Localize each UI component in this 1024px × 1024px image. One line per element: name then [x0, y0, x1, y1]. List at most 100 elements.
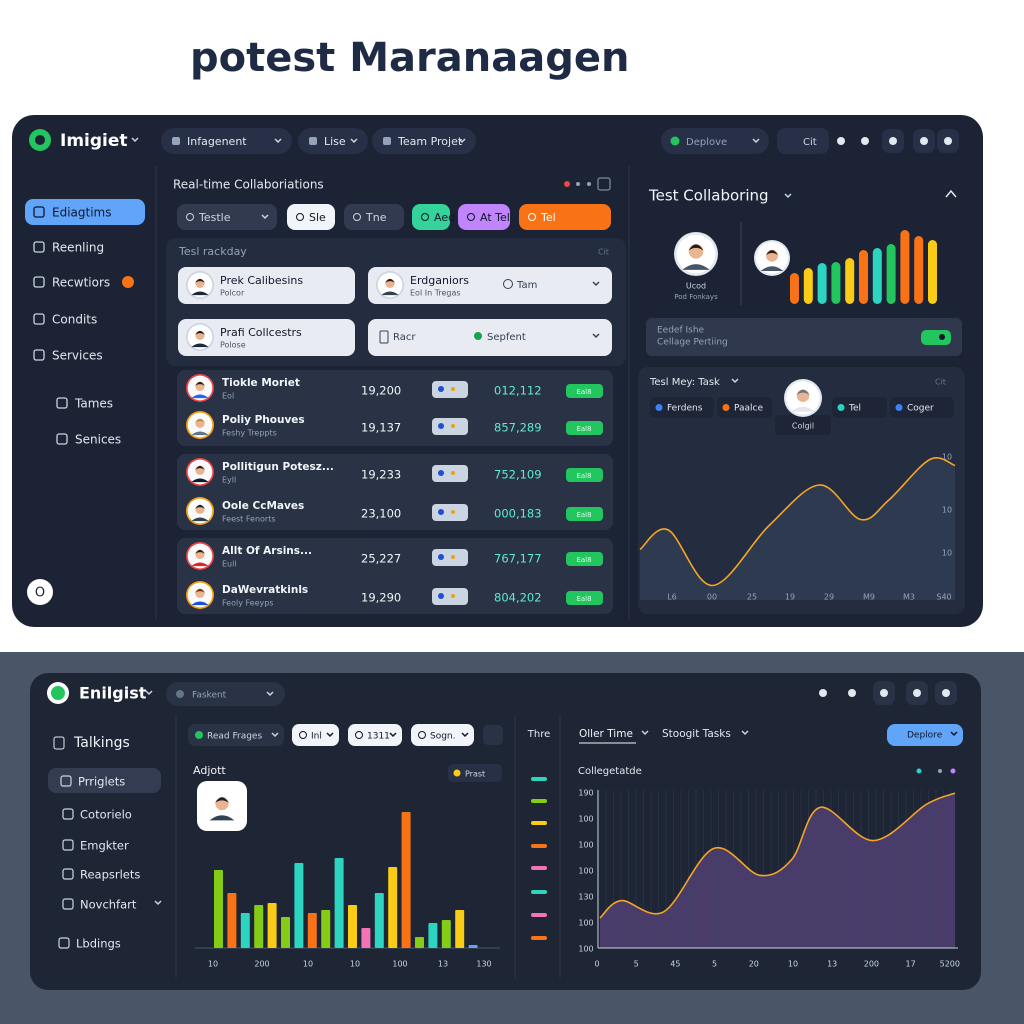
- sidebar-icon: [33, 313, 45, 325]
- status-pill[interactable]: [566, 384, 603, 398]
- member-card[interactable]: [178, 319, 355, 356]
- filter-chip[interactable]: [344, 204, 404, 230]
- status-dot: [670, 136, 680, 146]
- avatar-hair: [195, 465, 205, 470]
- filter-chip[interactable]: [292, 724, 339, 746]
- axis-label: 100: [578, 867, 593, 876]
- search-box[interactable]: [661, 128, 769, 154]
- icon: [587, 182, 591, 186]
- legend-swatch: [722, 404, 730, 411]
- icon: [944, 137, 952, 145]
- sidebar-item[interactable]: Reenling: [52, 241, 104, 255]
- chip-icon: [528, 213, 536, 221]
- nav-item: Lise: [324, 135, 346, 148]
- primary-button[interactable]: [887, 724, 963, 746]
- select-box[interactable]: [368, 319, 612, 356]
- sidebar-item[interactable]: Prriglets: [78, 775, 125, 789]
- chevron: [389, 732, 397, 738]
- icon-button[interactable]: [483, 725, 503, 745]
- nav-pill[interactable]: [161, 128, 292, 154]
- axis-label: 100: [578, 841, 593, 850]
- sidebar-item[interactable]: Reapsrlets: [80, 868, 140, 882]
- card-title: Adjott: [193, 764, 226, 777]
- badge-icon: [438, 423, 444, 429]
- sidebar-item[interactable]: Services: [52, 349, 103, 363]
- collapse[interactable]: [945, 189, 957, 198]
- action-button[interactable]: [777, 128, 829, 154]
- filter-chip[interactable]: [287, 204, 335, 230]
- count: 19,233: [361, 468, 401, 482]
- bar: [790, 273, 799, 304]
- avatar-shirt: [191, 517, 209, 522]
- note-text: Eedef Ishe: [657, 326, 705, 336]
- member-role: Feest Fenorts: [222, 515, 276, 524]
- user-avatar: [27, 579, 53, 605]
- status-pill[interactable]: [566, 507, 603, 521]
- toggle[interactable]: [921, 330, 951, 345]
- sidebar-active[interactable]: [25, 199, 145, 225]
- filter-chip[interactable]: [188, 724, 284, 746]
- axis-label: 10: [303, 960, 313, 969]
- legend-pill[interactable]: [650, 397, 714, 418]
- filter-chip[interactable]: [177, 204, 277, 230]
- sidebar-item[interactable]: Tames: [74, 397, 113, 411]
- legend-pill[interactable]: [890, 397, 954, 418]
- tab[interactable]: Stoogit Tasks: [662, 728, 731, 740]
- card-title: Tesl rackday: [178, 245, 247, 258]
- sidebar-item[interactable]: Condits: [52, 313, 97, 327]
- chevron: [266, 691, 274, 697]
- nav-pill[interactable]: [372, 128, 476, 154]
- trend-line: [639, 457, 956, 587]
- bar: [803, 268, 813, 304]
- assignee-badge: [432, 465, 468, 482]
- icon: [913, 689, 921, 697]
- amount: 804,202: [494, 591, 542, 605]
- tab[interactable]: Oller Time: [579, 728, 633, 740]
- sidebar-item[interactable]: Lbdings: [76, 937, 121, 951]
- member-card[interactable]: [178, 267, 355, 304]
- avatar-hair: [215, 797, 229, 803]
- sidebar-item[interactable]: Senices: [75, 433, 121, 447]
- legend-pill[interactable]: [717, 397, 772, 418]
- bar: [900, 230, 910, 304]
- filter-chip[interactable]: [412, 204, 450, 230]
- status-pill[interactable]: [566, 468, 603, 482]
- axis-label: 25: [747, 593, 757, 602]
- axis-label: 0: [594, 960, 599, 969]
- bar: [455, 910, 465, 948]
- sidebar-active[interactable]: [48, 768, 161, 793]
- axis-label: 17: [906, 960, 916, 969]
- bar: [928, 240, 937, 304]
- legend-pill[interactable]: [832, 397, 887, 418]
- sidebar-item[interactable]: Recwtiors: [52, 276, 110, 290]
- member-role: Eol: [222, 392, 234, 401]
- icon: [916, 768, 922, 774]
- chip-icon: [467, 213, 475, 221]
- filter-chip[interactable]: [519, 204, 611, 230]
- sidebar-item[interactable]: Emgkter: [80, 839, 129, 853]
- chip-label: Aed: [434, 211, 455, 224]
- status-pill[interactable]: [566, 591, 603, 605]
- bar: [281, 917, 290, 948]
- status-pill[interactable]: [566, 421, 603, 435]
- status-text: Eal8: [576, 511, 591, 519]
- axis-label: 10: [350, 960, 360, 969]
- sidebar-item[interactable]: Cotorielo: [80, 808, 132, 822]
- search-box[interactable]: [166, 682, 285, 706]
- filter-chip[interactable]: [458, 204, 510, 230]
- chevron: [131, 137, 139, 143]
- nav-icon: [172, 137, 180, 145]
- sidebar-item[interactable]: Novchfart: [80, 898, 137, 912]
- axis-label: 5: [634, 960, 639, 969]
- icon: [576, 182, 580, 186]
- badge-icon: [438, 593, 444, 599]
- badge: [122, 276, 134, 288]
- filter-chip[interactable]: [411, 724, 474, 746]
- filter-chip[interactable]: [348, 724, 402, 746]
- member-card[interactable]: [368, 267, 612, 304]
- axis-label: L6: [667, 593, 677, 602]
- amount: 857,289: [494, 421, 542, 435]
- status-pill[interactable]: [566, 552, 603, 566]
- nav-pill[interactable]: [298, 128, 368, 154]
- sidebar-item[interactable]: Ediagtims: [52, 206, 111, 220]
